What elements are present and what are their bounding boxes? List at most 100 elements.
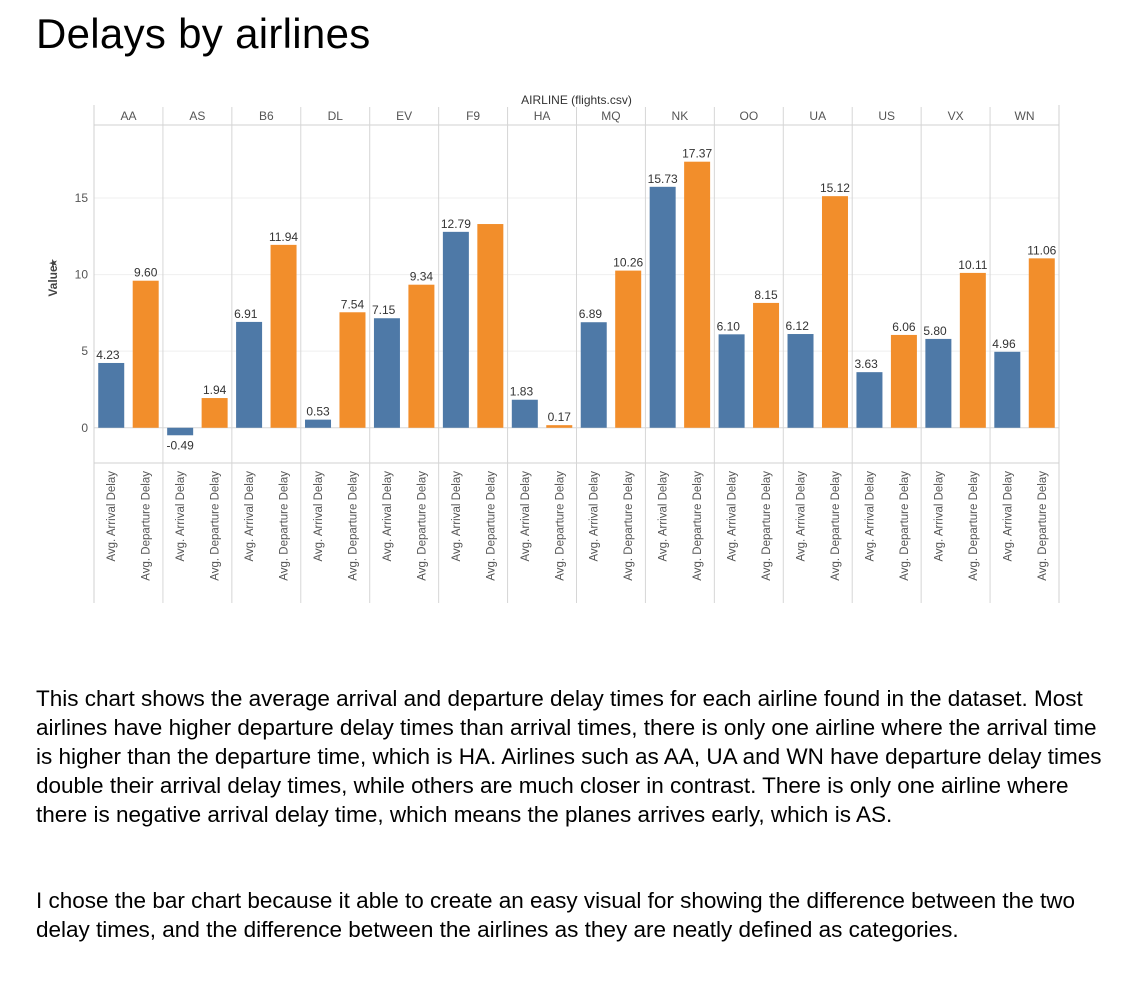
bar-us-arrival (856, 372, 883, 428)
measure-label: Avg. Departure Delay (279, 471, 291, 581)
measure-label: Avg. Arrival Delay (864, 471, 876, 562)
airline-header-mq: MQ (601, 109, 620, 123)
measure-label: Avg. Arrival Delay (520, 471, 532, 562)
data-label: 15.73 (648, 172, 678, 186)
bar-ev-arrival (373, 318, 400, 428)
data-label: 11.06 (1027, 243, 1056, 257)
measure-label: Avg. Arrival Delay (175, 471, 187, 562)
bar-dl-arrival (305, 419, 332, 428)
bar-nk-arrival (649, 186, 676, 428)
measure-label: Avg. Arrival Delay (382, 471, 394, 562)
bar-as-arrival (167, 427, 194, 436)
bar-aa-departure (132, 280, 159, 428)
data-label: 12.79 (441, 217, 471, 231)
bar-ha-departure (546, 425, 573, 428)
measure-label: Avg. Arrival Delay (1002, 471, 1014, 562)
description-paragraph: This chart shows the average arrival and… (36, 686, 1102, 827)
data-label: 10.26 (613, 256, 643, 270)
data-label: 9.34 (410, 270, 434, 284)
measure-label: Avg. Arrival Delay (933, 471, 945, 562)
measure-label: Avg. Departure Delay (692, 471, 704, 581)
measure-label: Avg. Arrival Delay (658, 471, 670, 562)
bar-chart: 0 5 10 15 AIRLINE (flights.csv) Value★ AA 4.23 A… (46, 93, 1060, 603)
airline-header-b6: B6 (259, 109, 274, 123)
measure-label: Avg. Departure Delay (210, 471, 222, 581)
data-label: 0.17 (548, 410, 572, 424)
airline-header-as: AS (189, 109, 205, 123)
y-axis-label: Value (46, 265, 60, 297)
bar-ua-departure (821, 196, 848, 428)
y-tick-label: 5 (81, 344, 88, 358)
measure-label: Avg. Departure Delay (416, 471, 428, 581)
data-label: 0.53 (306, 405, 330, 419)
page-title: Delays by airlines (36, 10, 371, 57)
data-label: 11.94 (269, 230, 298, 244)
measure-label: Avg. Arrival Delay (106, 471, 118, 562)
bar-vx-arrival (925, 338, 952, 428)
data-label: 1.83 (510, 385, 534, 399)
airline-header-wn: WN (1015, 109, 1035, 123)
airline-header-f9: F9 (466, 109, 480, 123)
data-label: 7.15 (372, 303, 396, 317)
bar-nk-departure (684, 161, 711, 428)
bar-wn-departure (1028, 258, 1055, 428)
bar-aa-arrival (98, 362, 125, 428)
bar-us-departure (890, 334, 917, 428)
data-label: 15.12 (820, 181, 850, 195)
rationale-paragraph: I chose the bar chart because it able to… (36, 888, 1075, 942)
column-header: AIRLINE (flights.csv) (521, 93, 632, 107)
bar-wn-arrival (994, 351, 1021, 428)
airline-header-nk: NK (672, 109, 689, 123)
data-label: 3.63 (854, 357, 878, 371)
bar-f9-departure (477, 224, 504, 428)
measure-label: Avg. Departure Delay (141, 471, 153, 581)
y-tick-label: 10 (75, 268, 89, 282)
data-label: 6.10 (717, 319, 741, 333)
bar-f9-arrival (442, 231, 469, 428)
data-label: 4.23 (96, 348, 120, 362)
bar-as-departure (201, 398, 228, 428)
measure-label: Avg. Departure Delay (1037, 471, 1049, 581)
data-label: 7.54 (341, 297, 365, 311)
bar-mq-arrival (580, 322, 607, 428)
bar-oo-departure (753, 302, 780, 428)
measure-label: Avg. Departure Delay (830, 471, 842, 581)
measure-label: Avg. Departure Delay (485, 471, 497, 581)
data-label: 6.06 (892, 320, 916, 334)
measure-label: Avg. Arrival Delay (796, 471, 808, 562)
measure-label: Avg. Arrival Delay (589, 471, 601, 562)
bar-ev-departure (408, 284, 435, 428)
data-label: 5.80 (923, 324, 947, 338)
data-label: 1.94 (203, 383, 227, 397)
bar-vx-departure (959, 272, 986, 428)
measure-label: Avg. Departure Delay (761, 471, 773, 581)
airline-header-ha: HA (534, 109, 551, 123)
data-label: 9.60 (134, 266, 158, 280)
airline-header-oo: OO (739, 109, 758, 123)
bar-oo-arrival (718, 334, 745, 428)
bar-ha-arrival (511, 399, 538, 428)
measure-label: Avg. Arrival Delay (313, 471, 325, 562)
measure-label: Avg. Arrival Delay (451, 471, 463, 562)
measure-label: Avg. Arrival Delay (727, 471, 739, 562)
measure-label: Avg. Departure Delay (554, 471, 566, 581)
airline-header-dl: DL (328, 109, 344, 123)
data-label: 10.11 (958, 258, 987, 272)
bar-ua-arrival (787, 334, 814, 428)
y-tick-label: 0 (81, 421, 88, 435)
measure-label: Avg. Departure Delay (968, 471, 980, 581)
bar-mq-departure (615, 270, 642, 428)
data-label: 8.15 (754, 288, 778, 302)
data-label: -0.49 (166, 438, 194, 452)
measure-label: Avg. Departure Delay (899, 471, 911, 581)
bar-dl-departure (339, 312, 366, 428)
airline-header-vx: VX (948, 109, 964, 123)
star-sort-icon: ★ (48, 258, 60, 268)
y-tick-label: 15 (75, 191, 89, 205)
measure-label: Avg. Arrival Delay (244, 471, 256, 562)
measure-label: Avg. Departure Delay (347, 471, 359, 581)
airline-header-us: US (878, 109, 895, 123)
data-label: 6.12 (786, 319, 810, 333)
bar-b6-departure (270, 244, 297, 428)
data-label: 6.89 (579, 307, 603, 321)
